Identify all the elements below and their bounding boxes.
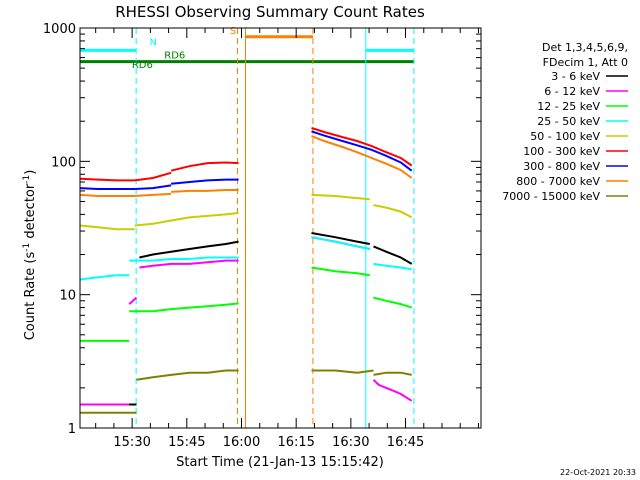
- legend-label-2: 12 - 25 keV: [537, 100, 600, 113]
- x-axis-label: Start Time (21-Jan-13 15:15:42): [176, 455, 384, 470]
- series-5: [79, 126, 413, 182]
- series-6-segment-2: [311, 130, 413, 172]
- series-2: [80, 266, 413, 342]
- series-3: [79, 236, 412, 281]
- legend-header-line-1: Det 1,3,4,5,6,9,: [542, 41, 628, 54]
- series-5-segment-1: [170, 161, 239, 172]
- series-7-segment-1: [171, 189, 239, 193]
- series-8-segment-2: [311, 369, 374, 374]
- y-tick-label-0: 1: [68, 422, 76, 437]
- series-3-segment-3: [373, 262, 412, 271]
- series-2-segment-1: [129, 302, 239, 313]
- legend-label-3: 25 - 50 keV: [537, 115, 600, 128]
- series-7-segment-0: [79, 192, 172, 197]
- series-1-segment-1: [128, 296, 138, 305]
- series-4-segment-0: [79, 224, 135, 231]
- legend-label-7: 800 - 7000 keV: [516, 175, 600, 188]
- series-8: [80, 369, 412, 414]
- axes: 15:30 15:45 16:00 16:15 16:30 16:45 1 10 100 1000: [43, 22, 481, 450]
- legend-label-5: 100 - 300 keV: [523, 145, 600, 158]
- x-tick-label-0: 15:30: [113, 435, 150, 450]
- y-tick-label-1: 10: [59, 289, 76, 304]
- series-3-segment-1: [129, 256, 239, 262]
- x-tick-label-2: 16:00: [223, 435, 260, 450]
- legend: Det 1,3,4,5,6,9, FDecim 1, Att 0 3 - 6 k…: [502, 41, 628, 203]
- x-tick-label-1: 15:45: [168, 435, 205, 450]
- series-3-segment-0: [79, 274, 130, 281]
- series-6-segment-1: [171, 178, 239, 185]
- series-0-segment-1: [139, 240, 239, 259]
- legend-label-4: 50 - 100 keV: [530, 130, 600, 143]
- plot-area: N S RD6 RD6: [79, 26, 415, 428]
- series-4-segment-1: [134, 212, 239, 227]
- legend-label-6: 300 - 800 keV: [523, 160, 600, 173]
- series-0-segment-2: [311, 232, 370, 245]
- timestamp: 22-Oct-2021 20:33: [560, 468, 636, 477]
- series-6: [79, 130, 413, 190]
- series-7-segment-2: [311, 135, 413, 179]
- legend-label-8: 7000 - 15000 keV: [502, 190, 600, 203]
- plot-frame: [79, 27, 482, 429]
- series-3-segment-2: [311, 236, 371, 250]
- y-axis-label: Count Rate (s-1 detector-1): [22, 170, 38, 341]
- annotation-1: S: [230, 26, 236, 37]
- x-tick-label-5: 16:45: [387, 435, 424, 450]
- series-5-segment-0: [79, 171, 172, 182]
- annotation-2: RD6: [164, 51, 185, 62]
- legend-label-1: 6 - 12 keV: [544, 85, 600, 98]
- legend-label-0: 3 - 6 keV: [551, 70, 600, 83]
- x-tick-label-4: 16:30: [332, 435, 369, 450]
- y-tick-label-3: 1000: [43, 22, 76, 37]
- legend-header-line-2: FDecim 1, Att 0: [543, 56, 628, 69]
- series-4-segment-2: [311, 193, 370, 201]
- series-4-segment-3: [373, 204, 413, 219]
- series-2-segment-3: [373, 296, 413, 309]
- x-tick-label-3: 16:15: [277, 435, 314, 450]
- series-2-segment-2: [311, 266, 370, 277]
- series-5-segment-2: [311, 126, 413, 167]
- chart-title: RHESSI Observing Summary Count Rates: [115, 3, 425, 21]
- series-7: [79, 135, 413, 197]
- series-1-segment-4: [372, 379, 413, 402]
- series-8-segment-3: [373, 371, 412, 376]
- series-0-segment-3: [373, 245, 413, 265]
- series-8-segment-1: [136, 369, 239, 381]
- series-1-segment-2: [139, 259, 239, 269]
- y-tick-label-2: 100: [51, 155, 76, 170]
- series-4: [79, 193, 413, 231]
- annotation-3: RD6: [132, 60, 153, 71]
- annotation-0: N: [150, 37, 157, 48]
- series-6-segment-0: [79, 184, 172, 190]
